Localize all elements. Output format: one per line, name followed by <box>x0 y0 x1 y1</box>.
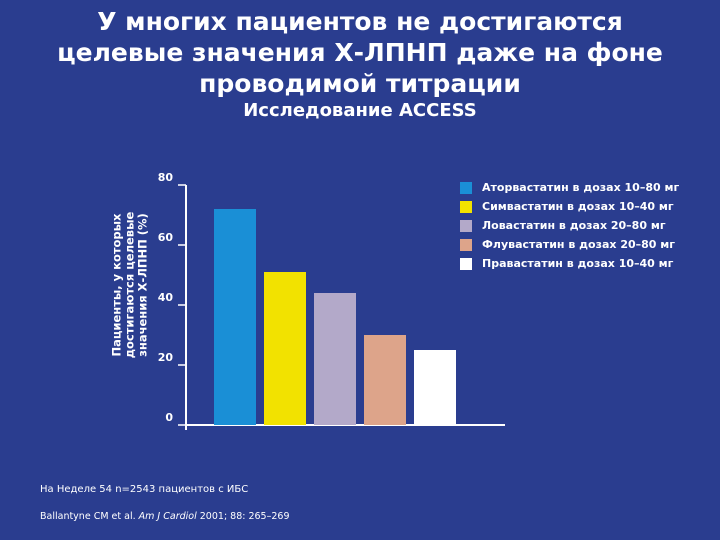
legend-item-simvastatin: Симвастатин в дозах 10–40 мг <box>460 197 679 216</box>
reference-details: 2001; 88: 265–269 <box>199 511 290 522</box>
y-tick-label-40: 40 <box>158 291 174 304</box>
title-line-3: проводимой титрации <box>199 69 521 98</box>
y-axis-label-line-3: значения Х-ЛПНП (%) <box>135 213 150 357</box>
legend-item-pravastatin: Правастатин в дозах 10–40 мг <box>460 254 679 273</box>
y-tick-label-60: 60 <box>158 231 174 244</box>
reference-authors: Ballantyne CM et al. <box>40 511 136 522</box>
y-axis-label: Пациенты, у которых достигаются целевые … <box>104 185 156 385</box>
bar-1 <box>214 209 256 425</box>
legend-swatch-atorvastatin <box>460 181 472 194</box>
legend-swatch-fluvastatin <box>460 238 472 251</box>
title-line-2: целевые значения Х-ЛПНП даже на фоне <box>57 38 663 67</box>
legend-label-lovastatin: Ловастатин в дозах 20–80 мг <box>482 219 666 232</box>
y-tick-label-80: 80 <box>158 171 174 184</box>
legend-label-pravastatin: Правастатин в дозах 10–40 мг <box>482 257 674 270</box>
page-subtitle: Исследование ACCESS <box>243 100 477 121</box>
legend-label-atorvastatin: Аторвастатин в дозах 10–80 мг <box>482 181 680 194</box>
bar-2 <box>264 272 306 425</box>
legend-label-fluvastatin: Флувастатин в дозах 20–80 мг <box>482 238 676 251</box>
chart-legend: Аторвастатин в дозах 10–80 мг Симвастати… <box>460 178 679 273</box>
legend-label-simvastatin: Симвастатин в дозах 10–40 мг <box>482 200 674 213</box>
legend-item-fluvastatin: Флувастатин в дозах 20–80 мг <box>460 235 679 254</box>
y-tick-label-0: 0 <box>165 411 173 424</box>
bar-4 <box>364 335 406 425</box>
legend-swatch-pravastatin <box>460 257 472 270</box>
page-title: У многих пациентов не достигаются целевы… <box>0 6 720 99</box>
legend-swatch-simvastatin <box>460 200 472 213</box>
legend-item-atorvastatin: Аторвастатин в дозах 10–80 мг <box>460 178 679 197</box>
title-line-1: У многих пациентов не достигаются <box>97 7 623 36</box>
reference-journal: Am J Cardiol <box>138 511 197 522</box>
legend-swatch-lovastatin <box>460 219 472 232</box>
reference: Ballantyne CM et al. Am J Cardiol 2001; … <box>40 511 290 522</box>
bar-5 <box>414 350 456 425</box>
footnote: На Неделе 54 n=2543 пациентов с ИБС <box>40 484 249 495</box>
bar-3 <box>314 293 356 425</box>
y-tick-label-20: 20 <box>158 351 174 364</box>
legend-item-lovastatin: Ловастатин в дозах 20–80 мг <box>460 216 679 235</box>
